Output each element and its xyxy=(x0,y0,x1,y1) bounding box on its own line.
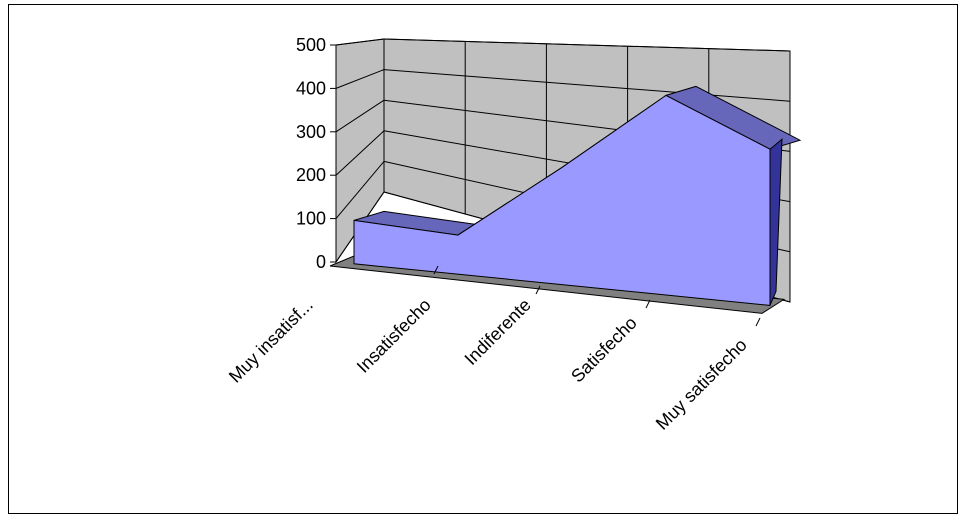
x-tick-label: Insatisfecho xyxy=(353,295,435,377)
y-tick-label: 300 xyxy=(296,122,326,142)
y-axis: 0 100 200 300 400 500 xyxy=(296,35,337,272)
y-tick-label: 0 xyxy=(316,252,326,272)
gridline-side xyxy=(335,130,385,176)
gridline-side xyxy=(335,38,385,46)
y-tick-label: 100 xyxy=(296,209,326,229)
y-tick-label: 400 xyxy=(296,78,326,98)
gridline-side xyxy=(335,69,385,89)
gridline-side xyxy=(335,161,385,219)
gridline-back xyxy=(383,69,791,102)
y-tick-label: 200 xyxy=(296,165,326,185)
gridline-back xyxy=(383,38,791,52)
x-tick-mark xyxy=(755,317,761,327)
x-tick-label: Satisfecho xyxy=(567,313,641,387)
x-tick-mark xyxy=(535,285,541,295)
data-area xyxy=(353,85,802,306)
x-tick-label: Muy satisfecho xyxy=(652,335,751,434)
area-front xyxy=(353,94,771,306)
x-tick-label: Muy insatisf... xyxy=(225,295,317,387)
x-tick-label: Indiferente xyxy=(461,295,535,369)
y-tick-label: 500 xyxy=(296,35,326,55)
x-tick-mark xyxy=(433,265,439,275)
x-tick-mark xyxy=(645,299,651,309)
gridline-side xyxy=(335,99,385,133)
